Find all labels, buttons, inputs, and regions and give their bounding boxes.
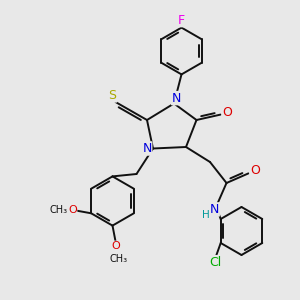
Text: O: O	[112, 241, 121, 251]
Text: Cl: Cl	[209, 256, 222, 269]
Text: O: O	[68, 205, 77, 215]
Text: O: O	[250, 164, 260, 178]
Text: CH₃: CH₃	[110, 254, 128, 264]
Text: S: S	[109, 89, 116, 102]
Text: N: N	[210, 203, 219, 216]
Text: H: H	[202, 210, 209, 220]
Text: F: F	[178, 14, 185, 27]
Text: N: N	[142, 142, 152, 155]
Text: N: N	[172, 92, 181, 105]
Text: CH₃: CH₃	[49, 205, 67, 215]
Text: O: O	[222, 106, 232, 119]
